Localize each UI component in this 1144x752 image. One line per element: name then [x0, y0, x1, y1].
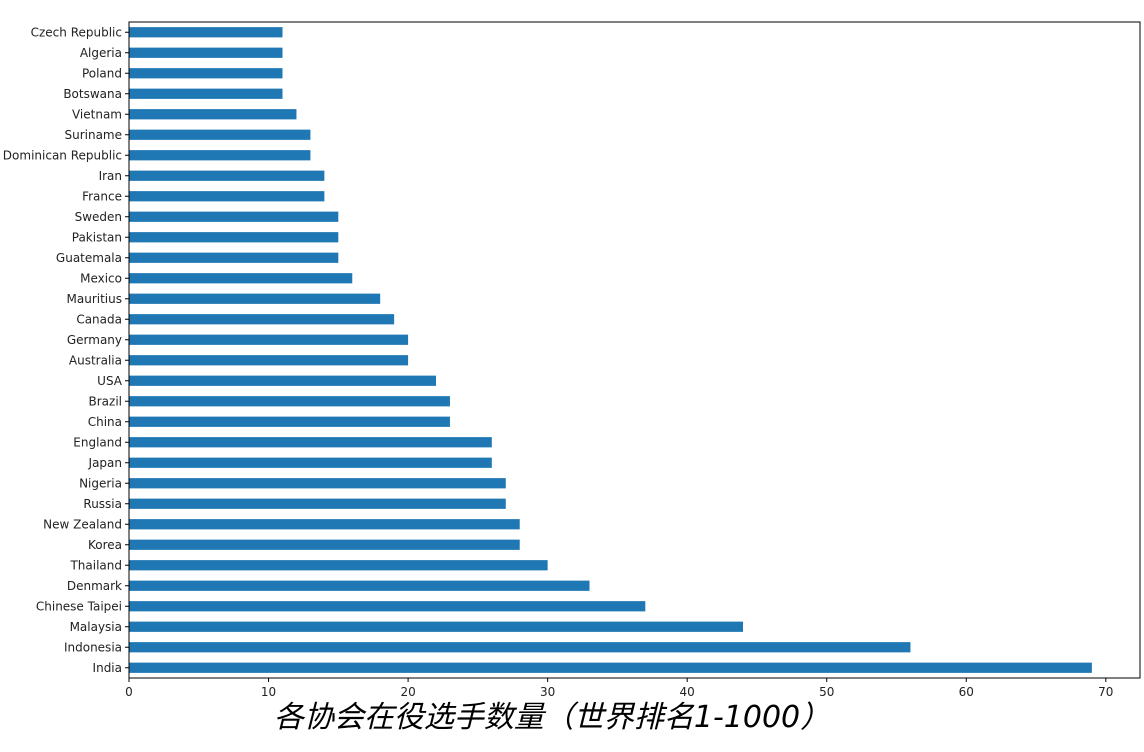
bar [129, 211, 339, 222]
bar [129, 498, 506, 509]
y-tick-label: Iran [99, 169, 122, 183]
y-tick-label: Australia [69, 353, 122, 367]
plot-frame [128, 21, 1141, 679]
y-tick-label: Japan [88, 456, 122, 470]
y-tick-label: Dominican Republic [3, 148, 122, 162]
y-tick-label: Botswana [63, 87, 122, 101]
y-tick-label: Suriname [64, 128, 122, 142]
y-tick-label: Malaysia [70, 620, 122, 634]
bar [129, 232, 339, 243]
bar [129, 437, 492, 448]
bar [129, 416, 450, 427]
y-tick-label: China [88, 415, 122, 429]
bar [129, 662, 1092, 673]
bar [129, 150, 311, 161]
x-tick-label: 40 [680, 685, 695, 699]
bar [129, 580, 590, 591]
y-tick-label: Pakistan [72, 230, 122, 244]
y-tick-label: Thailand [69, 558, 122, 572]
chart-title: 各协会在役选手数量（世界排名1-1000） [274, 700, 830, 735]
bar [129, 334, 409, 345]
bar [129, 478, 506, 489]
bar [129, 560, 548, 571]
y-tick-label: New Zealand [43, 517, 122, 531]
y-tick-label: Germany [67, 333, 122, 347]
bar [129, 355, 409, 366]
y-tick-label: Vietnam [72, 107, 122, 121]
x-tick-label: 0 [125, 685, 133, 699]
bar [129, 170, 325, 181]
x-tick-label: 10 [261, 685, 276, 699]
bar [129, 68, 283, 79]
y-tick-label: Nigeria [79, 476, 122, 490]
bar [129, 293, 381, 304]
y-tick-label: USA [97, 374, 123, 388]
y-tick-label: Algeria [80, 46, 122, 60]
bar [129, 109, 297, 120]
bar [129, 642, 911, 653]
bar [129, 621, 743, 632]
y-tick-label: Russia [83, 497, 122, 511]
bar [129, 252, 339, 263]
bar [129, 273, 353, 284]
y-tick-label: Mauritius [67, 292, 122, 306]
y-tick-label: Sweden [75, 210, 122, 224]
x-tick-label: 20 [400, 685, 415, 699]
y-tick-label: Chinese Taipei [36, 599, 122, 613]
bar [129, 191, 325, 202]
bar [129, 88, 283, 99]
bar [129, 47, 283, 58]
y-tick-label: France [82, 189, 122, 203]
bar [129, 539, 520, 550]
y-tick-label: India [93, 661, 122, 675]
x-tick-label: 50 [819, 685, 834, 699]
y-tick-label: Indonesia [64, 640, 122, 654]
y-tick-label: Czech Republic [31, 25, 122, 39]
bar [129, 519, 520, 530]
bar [129, 129, 311, 140]
y-tick-label: Guatemala [56, 251, 122, 265]
x-tick-label: 70 [1098, 685, 1113, 699]
bar [129, 601, 646, 612]
bar [129, 27, 283, 38]
x-tick-label: 30 [540, 685, 555, 699]
y-tick-label: Mexico [80, 271, 122, 285]
bar [129, 396, 450, 407]
y-tick-label: England [73, 435, 122, 449]
y-tick-label: Poland [82, 66, 122, 80]
y-tick-label: Korea [88, 538, 122, 552]
x-tick-label: 60 [959, 685, 974, 699]
bar [129, 375, 436, 386]
bar [129, 314, 395, 325]
y-tick-label: Brazil [89, 394, 123, 408]
y-tick-label: Denmark [67, 579, 122, 593]
bar [129, 457, 492, 468]
y-tick-label: Canada [76, 312, 122, 326]
